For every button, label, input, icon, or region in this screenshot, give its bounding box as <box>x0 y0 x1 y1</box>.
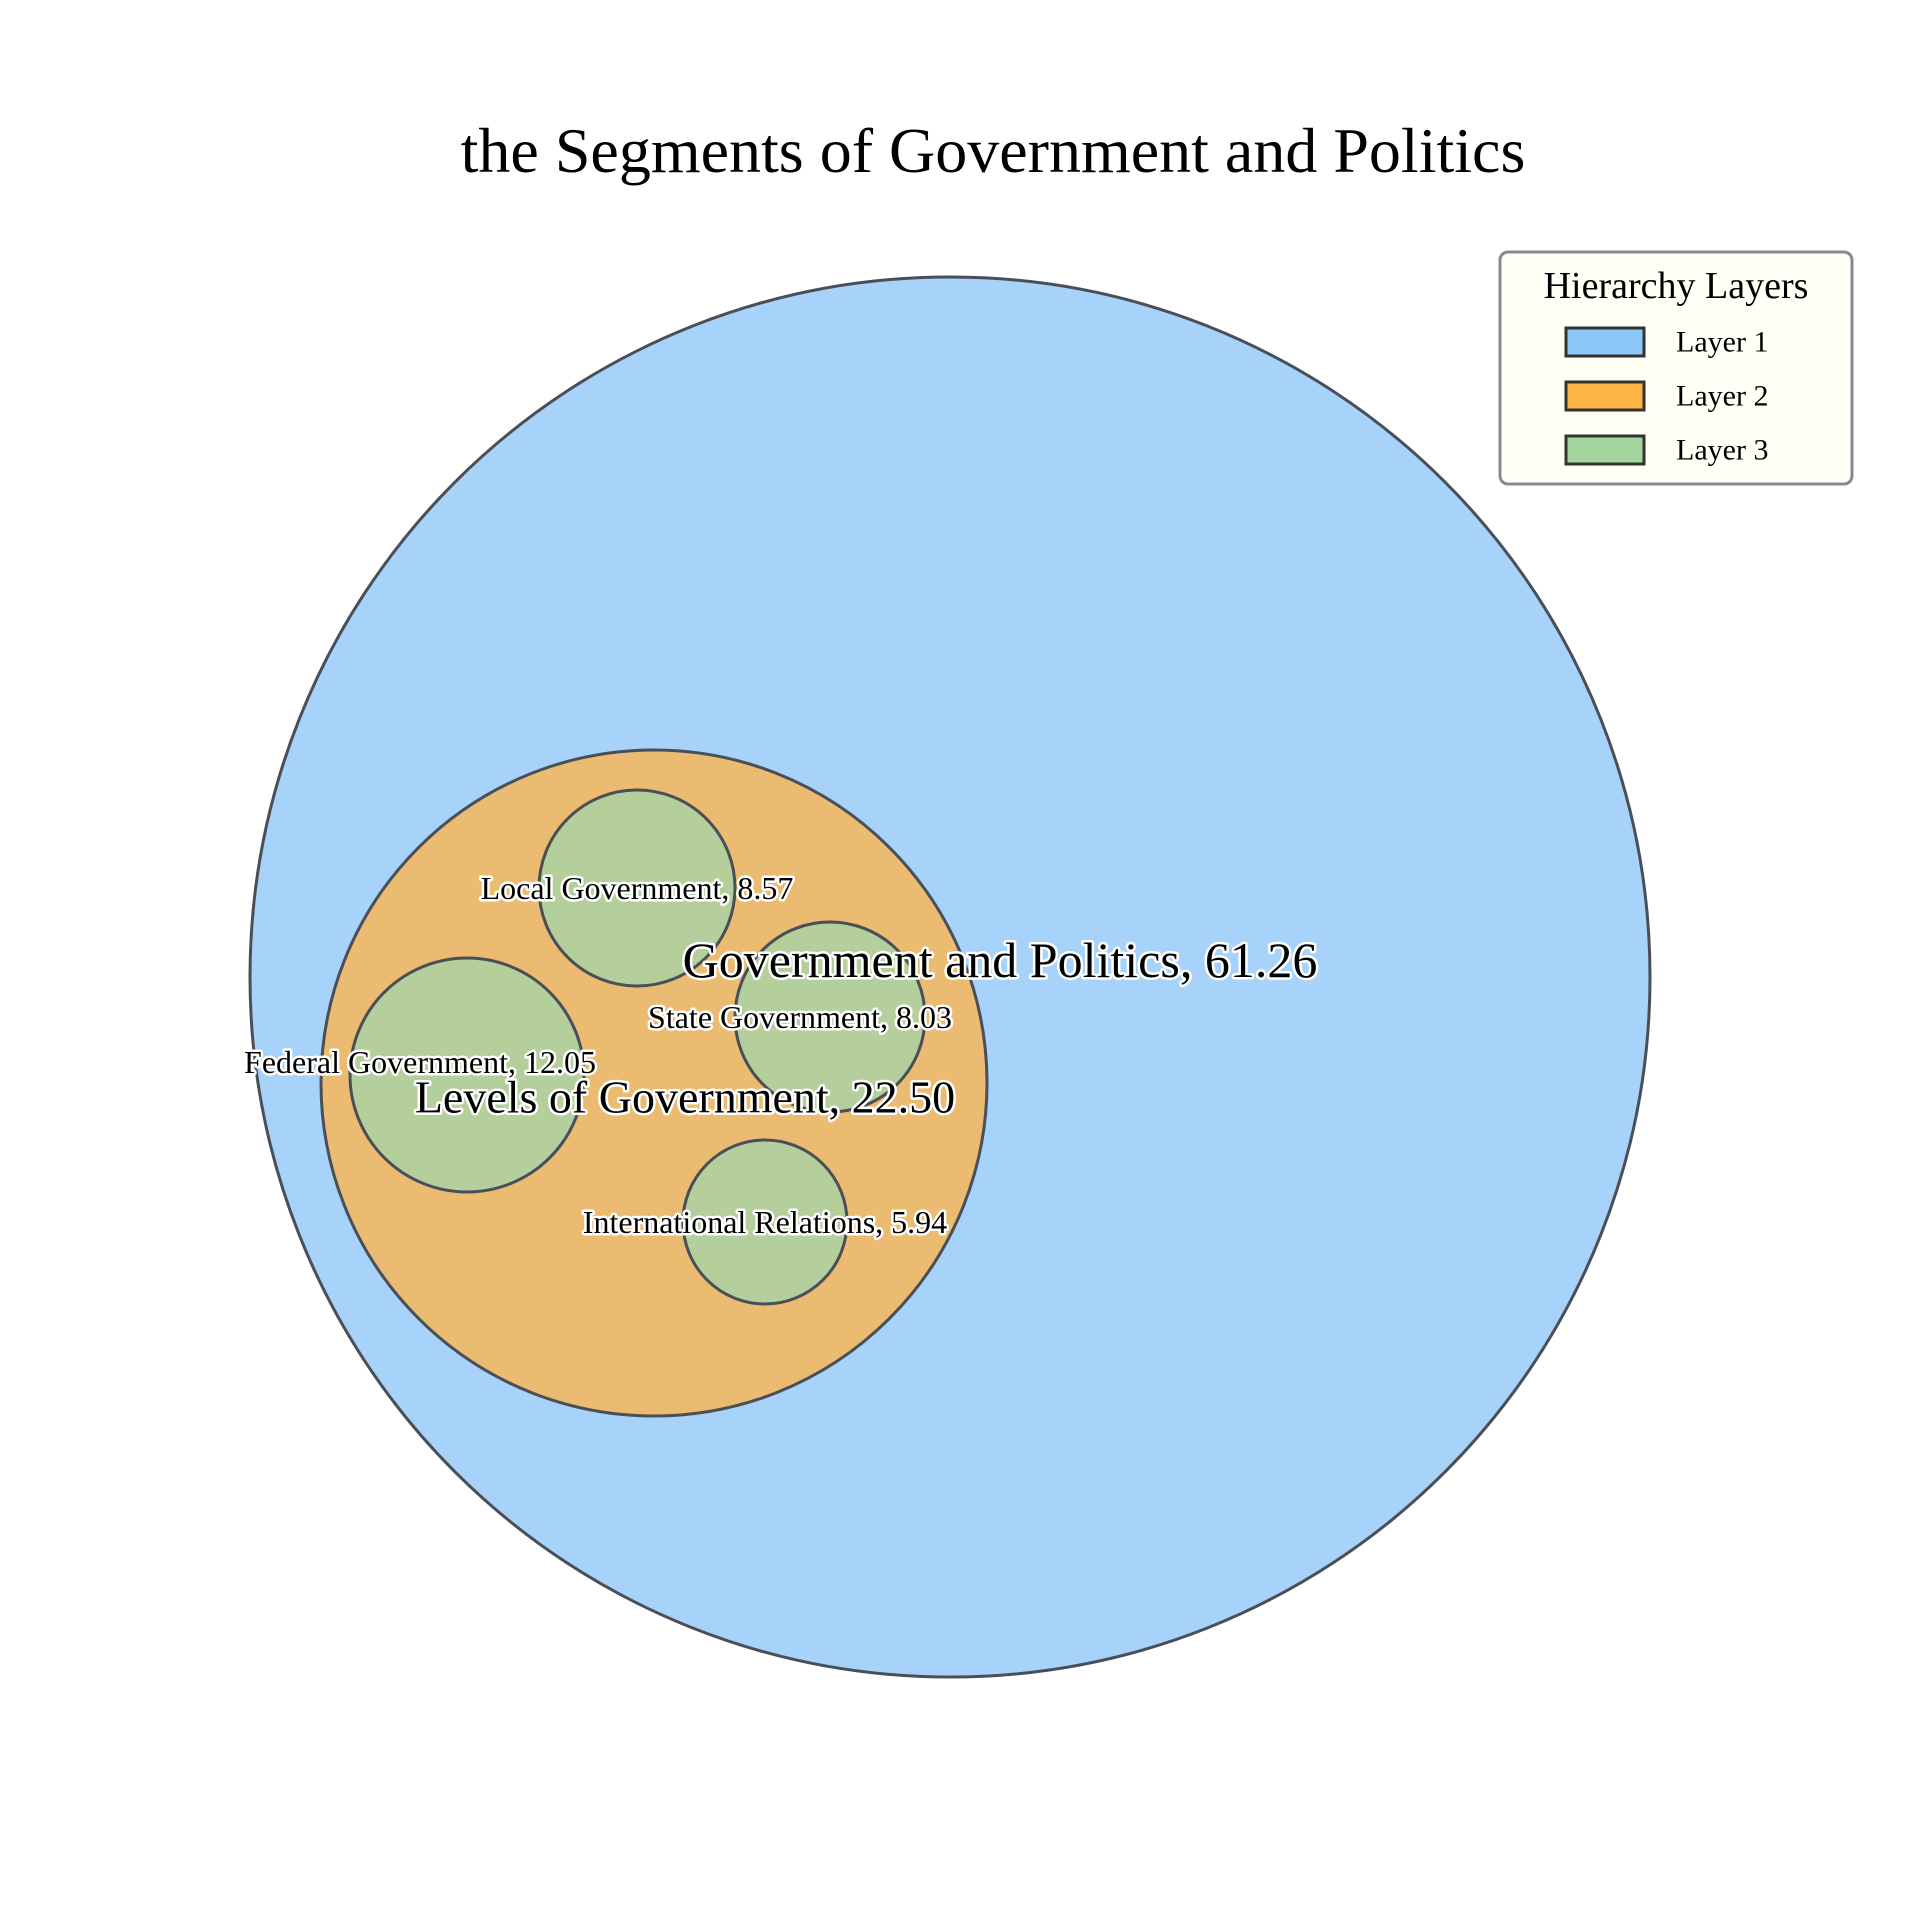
bubble-labels-group: Government and Politics, 61.26 Levels of … <box>242 868 1320 1243</box>
legend-box <box>1498 250 1854 486</box>
bubble-label-government-and-politics: Government and Politics, 61.26 <box>683 932 1318 988</box>
bubbles-group <box>248 275 1652 1679</box>
legend-label-layer-3: Layer 3 <box>1676 434 1768 467</box>
legend-swatch-layer-3 <box>1564 434 1646 466</box>
legend-swatch-layer-2 <box>1564 380 1646 412</box>
chart-title: the Segments of Government and Politics <box>461 115 1526 186</box>
bubble-label-state-government: State Government, 8.03 <box>648 999 952 1035</box>
bubble-international-relations <box>681 1138 849 1306</box>
legend-items: Layer 1 Layer 2 Layer 3 <box>1564 326 1768 467</box>
legend-swatch-layer-1 <box>1564 326 1646 358</box>
bubble-local-government <box>537 788 737 988</box>
bubble-state-government <box>733 920 927 1114</box>
legend-label-layer-1: Layer 1 <box>1676 326 1768 359</box>
bubble-label-levels-of-government: Levels of Government, 22.50 <box>415 1072 955 1123</box>
bubble-federal-government <box>348 956 586 1194</box>
legend-label-layer-2: Layer 2 <box>1676 380 1768 413</box>
legend: Hierarchy Layers Layer 1 Layer 2 Layer 3 <box>1498 250 1854 486</box>
legend-title: Hierarchy Layers <box>1544 265 1809 307</box>
bubble-label-federal-government: Federal Government, 12.05 <box>244 1044 596 1080</box>
bubble-label-local-government: Local Government, 8.57 <box>481 870 794 906</box>
bubble-label-international-relations: International Relations, 5.94 <box>583 1204 947 1240</box>
